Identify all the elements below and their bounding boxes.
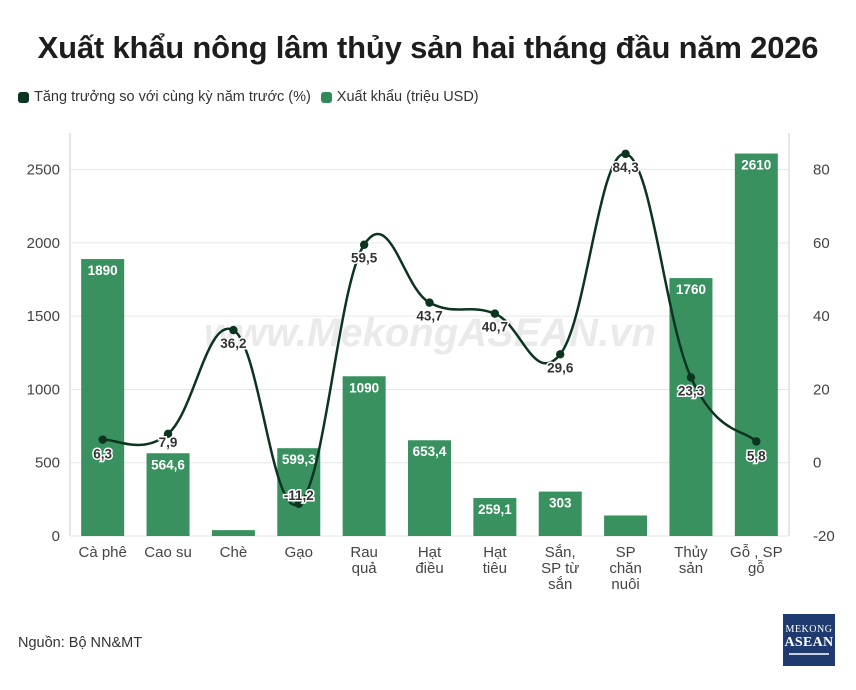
- growth-value-label: 43,7: [416, 309, 442, 324]
- growth-point: [359, 240, 369, 249]
- growth-point: [163, 429, 173, 438]
- bar-value-label: 1890: [88, 263, 118, 278]
- y-left-tick-label: 2000: [27, 235, 60, 252]
- y-right-tick-label: 60: [813, 235, 830, 252]
- y-left-tick-label: 0: [52, 528, 60, 545]
- growth-value-label: 36,2: [220, 336, 246, 351]
- bar: [604, 515, 648, 536]
- bar: [146, 453, 190, 536]
- bar: [342, 376, 386, 536]
- growth-point: [425, 298, 434, 307]
- x-tick-label: Hạt: [418, 544, 442, 561]
- y-right-tick-label: 0: [813, 455, 821, 472]
- x-tick-label: sắn: [548, 576, 572, 593]
- x-tick-label: Cà phê: [78, 544, 126, 561]
- growth-value-label: 6,3: [93, 447, 112, 462]
- bar: [473, 498, 517, 536]
- bar: [81, 259, 125, 536]
- growth-point: [294, 499, 303, 508]
- x-tick-label: tiêu: [483, 560, 507, 577]
- bar-value-label: 1760: [676, 282, 706, 297]
- bar: [408, 440, 451, 536]
- growth-point: [556, 350, 565, 359]
- x-tick-label: sản: [679, 560, 703, 577]
- legend-item-export[interactable]: Xuất khẩu (triệu USD): [320, 89, 479, 105]
- legend-swatch-export: [320, 91, 332, 103]
- y-left-tick-label: 1500: [27, 308, 60, 325]
- growth-value-label: 84,3: [612, 160, 639, 175]
- x-tick-label: Cao su: [144, 544, 192, 561]
- bar-value-label: 564,6: [151, 457, 185, 472]
- x-tick-label: điều: [415, 560, 443, 577]
- x-tick-label: SP từ: [541, 560, 579, 577]
- y-right-tick-label: 40: [813, 308, 830, 325]
- chart-title: Xuất khẩu nông lâm thủy sản hai tháng đầ…: [37, 30, 819, 65]
- growth-point: [98, 435, 107, 444]
- bar-value-label: 2610: [741, 158, 771, 173]
- bar: [538, 491, 582, 536]
- mekong-asean-logo: MEKONG ASEAN: [783, 614, 835, 666]
- y-left-tick-label: 1000: [27, 381, 60, 398]
- growth-point: [752, 437, 761, 446]
- x-tick-label: Rau: [350, 544, 378, 561]
- x-tick-label: nuôi: [611, 576, 639, 593]
- x-tick-label: Sắn,: [545, 544, 576, 561]
- growth-point: [229, 325, 238, 335]
- legend: Tăng trưởng so với cùng kỳ năm trước (%)…: [18, 89, 489, 105]
- y-right-tick-label: 80: [813, 162, 830, 179]
- bar: [734, 153, 778, 536]
- bar: [669, 278, 713, 536]
- growth-value-label: -11,2: [284, 488, 314, 503]
- bar-value-label: 653,4: [413, 444, 447, 459]
- x-tick-label: SP: [616, 544, 636, 561]
- x-tick-label: Hạt: [483, 544, 507, 561]
- x-tick-label: chăn: [609, 560, 642, 577]
- y-right-tick-label: 20: [813, 381, 830, 398]
- growth-point: [490, 309, 500, 318]
- logo-line2: ASEAN: [784, 635, 834, 650]
- bar-value-label: 1090: [349, 380, 379, 395]
- growth-value-label: 5,8: [747, 448, 766, 463]
- x-tick-label: Gỗ , SP: [730, 544, 783, 561]
- y-left-tick-label: 500: [35, 455, 60, 472]
- growth-value-label: 40,7: [482, 320, 508, 335]
- bar: [211, 530, 255, 536]
- growth-value-label: 29,6: [547, 360, 574, 375]
- legend-swatch-growth: [18, 91, 29, 103]
- growth-value-label: 7,9: [159, 435, 178, 450]
- bar-value-label: 303: [549, 496, 572, 511]
- growth-value-label: 23,3: [678, 383, 705, 398]
- watermark: www.MekongASEAN.vn: [204, 311, 656, 355]
- legend-label-export: Xuất khẩu (triệu USD): [336, 89, 479, 105]
- logo-line1: MEKONG: [785, 624, 833, 635]
- y-right-tick-label: -20: [813, 528, 835, 545]
- bar-value-label: 599,3: [282, 452, 316, 467]
- growth-value-label: 59,5: [351, 251, 378, 266]
- growth-point: [686, 373, 696, 382]
- logo-rule: [789, 653, 829, 655]
- x-tick-label: Thủy: [674, 544, 708, 561]
- x-tick-label: quả: [352, 560, 378, 577]
- growth-point: [621, 149, 630, 159]
- legend-label-growth: Tăng trưởng so với cùng kỳ năm trước (%): [34, 89, 311, 105]
- y-left-tick-label: 2500: [27, 162, 60, 179]
- source-note: Nguồn: Bộ NN&MT: [18, 635, 143, 651]
- bar-value-label: 259,1: [478, 502, 512, 517]
- x-tick-label: Gạo: [285, 544, 313, 561]
- x-tick-label: gỗ: [748, 560, 765, 577]
- legend-item-growth[interactable]: Tăng trưởng so với cùng kỳ năm trước (%): [18, 89, 311, 105]
- x-tick-label: Chè: [220, 544, 248, 561]
